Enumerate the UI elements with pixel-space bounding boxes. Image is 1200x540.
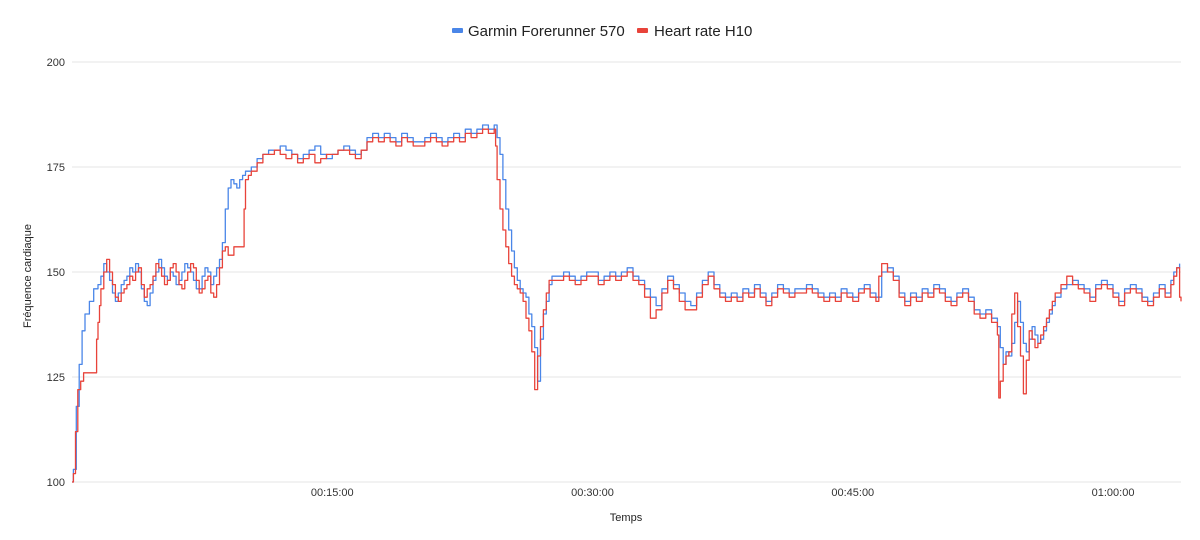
- x-tick-label-01-00-00: 01:00:00: [1092, 487, 1135, 499]
- x-axis-title: Temps: [610, 512, 643, 524]
- legend-label-garmin: Garmin Forerunner 570: [468, 23, 625, 40]
- y-tick-label-200: 200: [47, 57, 65, 69]
- y-tick-label-125: 125: [47, 372, 65, 384]
- legend-swatch-garmin: [452, 28, 463, 33]
- x-tick-label-00-30-00: 00:30:00: [571, 487, 614, 499]
- series-line-heart-rate-h10: [72, 128, 1182, 483]
- x-tick-label-00-45-00: 00:45:00: [831, 487, 874, 499]
- y-tick-label-175: 175: [47, 162, 65, 174]
- legend-swatch-h10: [637, 28, 648, 33]
- x-tick-label-00-15-00: 00:15:00: [311, 487, 354, 499]
- x-axis-tick-labels: 00:15:00 00:30:00 00:45:00 01:00:00: [311, 487, 1135, 499]
- y-tick-label-150: 150: [47, 267, 65, 279]
- series-lines: [72, 124, 1182, 483]
- legend-label-h10: Heart rate H10: [654, 23, 752, 40]
- y-tick-label-100: 100: [47, 477, 65, 489]
- y-axis-tick-labels: 100 125 150 175 200: [47, 57, 65, 489]
- legend: Garmin Forerunner 570 Heart rate H10: [452, 23, 752, 40]
- y-axis-title: Fréquence cardiaque: [22, 224, 34, 328]
- series-line-garmin-forerunner-570: [72, 124, 1181, 483]
